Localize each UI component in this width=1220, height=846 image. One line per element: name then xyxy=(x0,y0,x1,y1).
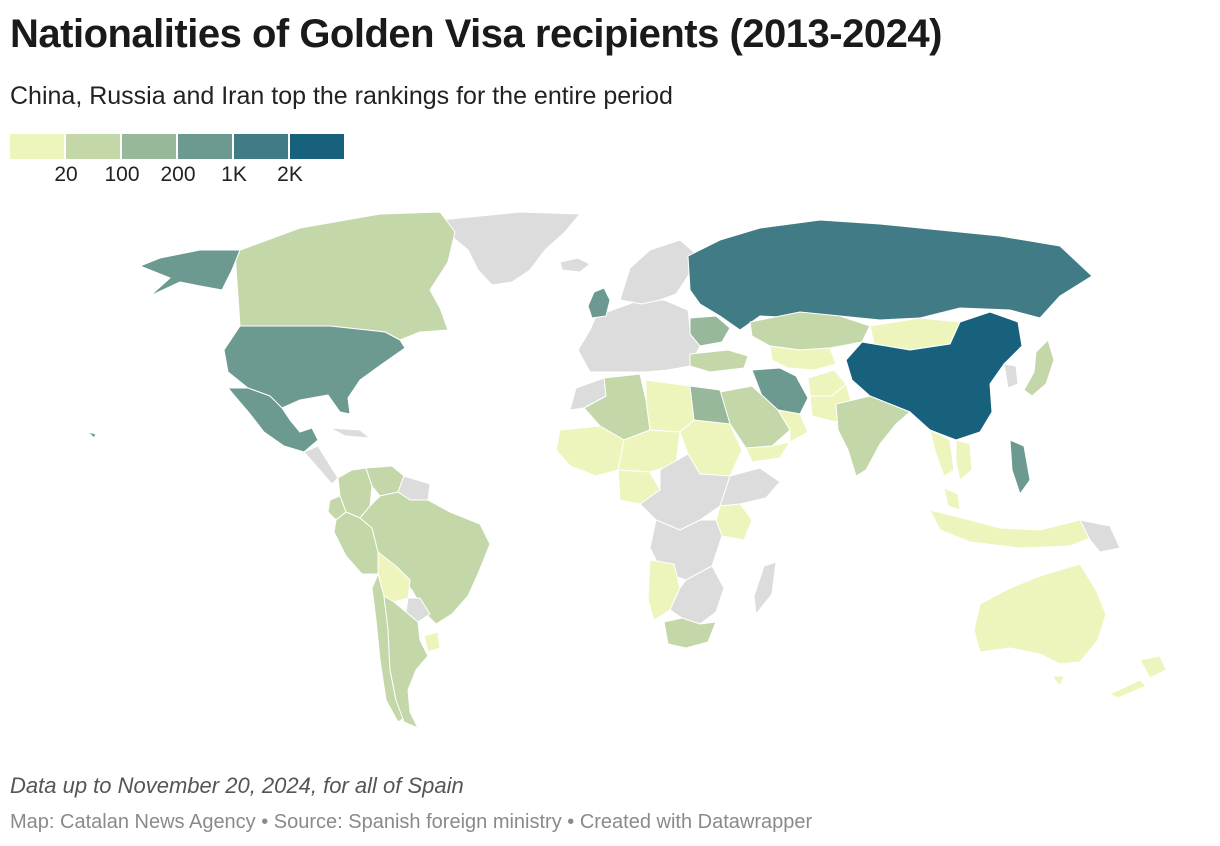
country-russia[interactable] xyxy=(687,219,1093,331)
legend-swatch xyxy=(290,134,344,159)
country-mali[interactable] xyxy=(555,425,625,477)
country-new-zealand[interactable] xyxy=(1109,655,1167,699)
country-iceland[interactable] xyxy=(559,257,591,273)
country-australia[interactable] xyxy=(973,563,1107,665)
world-map xyxy=(0,200,1220,740)
country-hawaii[interactable] xyxy=(87,431,97,439)
country-kazakhstan[interactable] xyxy=(749,311,871,351)
country-ukraine[interactable] xyxy=(689,315,731,347)
country-libya[interactable] xyxy=(645,379,695,433)
legend-swatch xyxy=(10,134,64,159)
country-saudi-arabia[interactable] xyxy=(719,385,791,449)
legend-label: 200 xyxy=(160,163,196,186)
country-tasmania[interactable] xyxy=(1051,675,1065,687)
country-india[interactable] xyxy=(835,395,911,477)
map-subtitle: China, Russia and Iran top the rankings … xyxy=(10,82,673,110)
country-korea[interactable] xyxy=(1003,363,1019,389)
country-vietnam[interactable] xyxy=(955,439,973,481)
color-legend: 20 100 200 1K 2K xyxy=(10,134,350,191)
country-thailand[interactable] xyxy=(929,429,955,477)
country-oman[interactable] xyxy=(777,409,809,443)
legend-swatch xyxy=(234,134,288,159)
country-central-america[interactable] xyxy=(303,445,339,485)
country-philippines[interactable] xyxy=(1009,439,1031,495)
country-argentina[interactable] xyxy=(383,595,429,729)
country-cuba[interactable] xyxy=(329,427,371,439)
country-paraguay[interactable] xyxy=(405,597,431,623)
country-united-kingdom[interactable] xyxy=(587,287,611,319)
legend-label: 20 xyxy=(54,163,78,186)
legend-label: 100 xyxy=(104,163,140,186)
legend-label: 2K xyxy=(277,163,303,186)
country-malaysia[interactable] xyxy=(943,487,961,511)
country-canada[interactable] xyxy=(234,211,456,341)
data-note: Data up to November 20, 2024, for all of… xyxy=(10,773,464,798)
source-footer[interactable]: Map: Catalan News Agency • Source: Spani… xyxy=(10,811,813,833)
legend-swatch xyxy=(122,134,176,159)
country-scandinavia[interactable] xyxy=(619,239,697,305)
legend-swatch xyxy=(178,134,232,159)
country-south-africa[interactable] xyxy=(663,617,717,649)
map-title: Nationalities of Golden Visa recipients … xyxy=(10,12,942,56)
country-uruguay[interactable] xyxy=(423,631,441,653)
country-yemen[interactable] xyxy=(745,441,791,463)
legend-label: 1K xyxy=(221,163,247,186)
country-united-states[interactable] xyxy=(223,325,406,415)
country-indonesia[interactable] xyxy=(929,509,1101,549)
country-uzbekistan[interactable] xyxy=(769,345,837,371)
country-turkey[interactable] xyxy=(689,349,749,373)
country-madagascar[interactable] xyxy=(753,561,777,615)
country-japan[interactable] xyxy=(1023,339,1055,397)
country-greenland[interactable] xyxy=(439,211,581,286)
legend-swatch xyxy=(66,134,120,159)
country-alaska[interactable] xyxy=(139,249,241,297)
country-mexico[interactable] xyxy=(227,387,319,453)
country-new-guinea[interactable] xyxy=(1079,519,1121,553)
